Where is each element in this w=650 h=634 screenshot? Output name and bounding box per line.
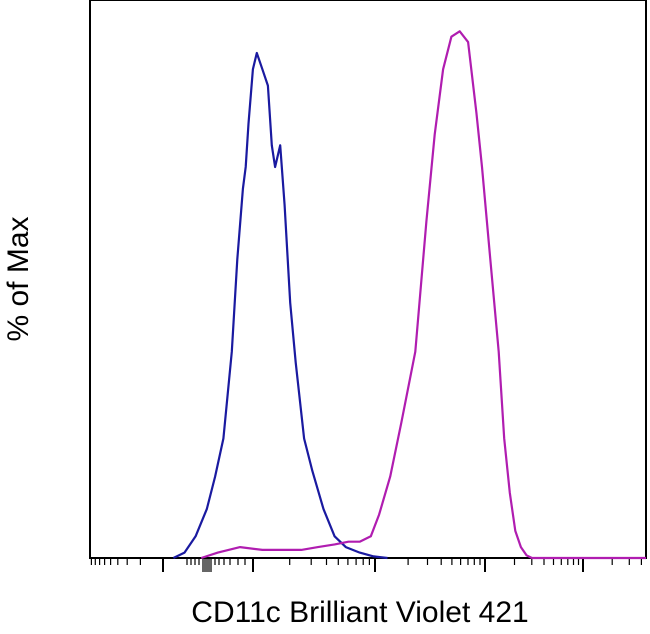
series-line-1 bbox=[172, 51, 388, 560]
x-axis-label: CD11c Brilliant Violet 421 bbox=[191, 596, 528, 629]
y-axis-label: % of Max bbox=[2, 216, 35, 341]
x-axis-ticks bbox=[90, 558, 643, 572]
plot-area bbox=[89, 0, 647, 559]
series-line-2 bbox=[200, 30, 646, 560]
histogram-series bbox=[172, 30, 646, 560]
